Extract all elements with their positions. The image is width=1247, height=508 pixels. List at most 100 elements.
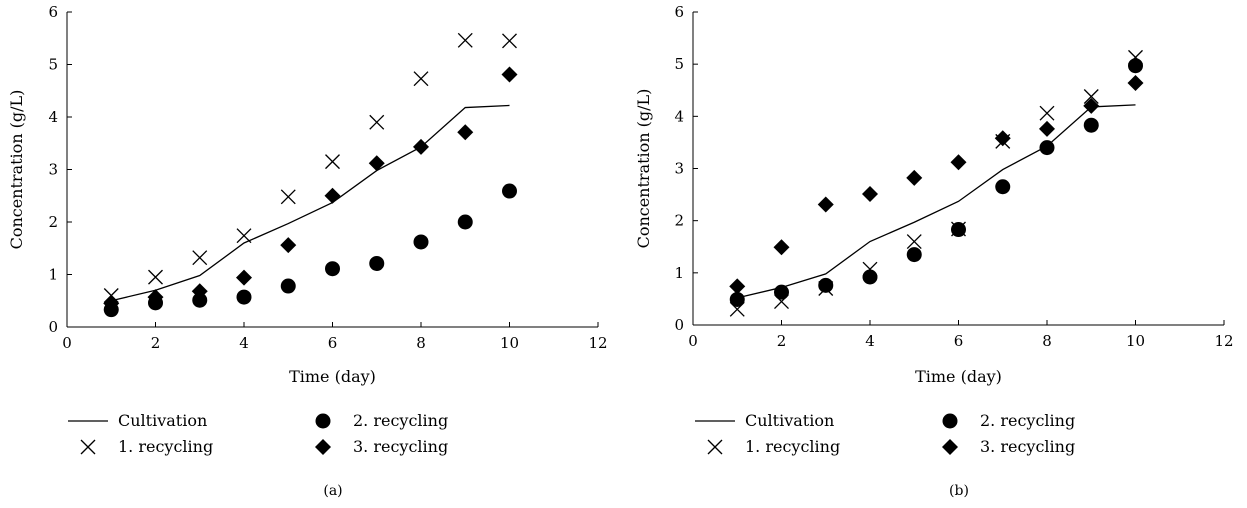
- series-r2-point: [906, 247, 922, 263]
- series-r2-point: [1083, 117, 1099, 133]
- series-r2-point: [192, 292, 208, 308]
- y-tick-label: 5: [48, 56, 58, 74]
- legend-r2-marker: [315, 413, 331, 429]
- series-r3-point: [817, 196, 834, 213]
- series-r3-point: [1127, 74, 1144, 91]
- series-r1-point: [1083, 89, 1099, 104]
- legend-r2-label: 2. recycling: [980, 411, 1075, 430]
- series-cultivation-line: [737, 104, 1136, 299]
- x-tick-label: 10: [500, 334, 519, 352]
- y-tick-label: 1: [48, 266, 58, 284]
- legend-r3-marker: [942, 439, 958, 455]
- y-tick-label: 4: [48, 108, 58, 126]
- x-tick-label: 10: [1126, 332, 1145, 350]
- legend-r2-marker: [942, 413, 958, 429]
- series-r2-point: [280, 278, 296, 294]
- y-tick-label: 3: [48, 161, 58, 179]
- series-r3-point: [457, 124, 474, 141]
- panel-caption: (a): [323, 483, 342, 499]
- legend-r2-label: 2. recycling: [353, 411, 448, 430]
- series-r1-point: [148, 269, 163, 285]
- series-r2-point: [818, 277, 834, 293]
- series-r1-point: [906, 234, 922, 249]
- series-r1-point: [502, 33, 517, 49]
- legend-r1-label: 1. recycling: [745, 437, 840, 456]
- series-r2-point: [1039, 140, 1055, 156]
- x-tick-label: 8: [1042, 332, 1052, 350]
- legend: Cultivation 2. recycling 1. recycling 3. re…: [68, 411, 448, 456]
- series-r1-point: [1039, 105, 1055, 121]
- series-r1-point: [413, 71, 429, 87]
- series-r1-point: [457, 32, 473, 48]
- y-tick-label: 3: [674, 160, 684, 178]
- series-r3-point: [994, 130, 1011, 147]
- y-axis-label: Concentration (g/L): [634, 89, 653, 249]
- series-r3-point: [324, 187, 341, 204]
- series-r2-point: [502, 183, 517, 199]
- x-tick-label: 4: [239, 334, 249, 352]
- series-r3-point: [906, 169, 923, 186]
- y-tick-label: 1: [674, 264, 684, 282]
- series-r2-point: [729, 291, 745, 307]
- series-r1-point: [236, 228, 252, 244]
- y-tick-label: 2: [674, 212, 684, 230]
- x-axis-label: Time (day): [915, 367, 1002, 386]
- y-tick-label: 0: [674, 316, 684, 334]
- x-tick-label: 2: [151, 334, 161, 352]
- legend: Cultivation 2. recycling 1. recycling 3. re…: [695, 411, 1075, 456]
- series-r1-point: [325, 154, 340, 170]
- y-tick-label: 5: [674, 55, 684, 73]
- series-r2-point: [369, 255, 385, 271]
- series-r1-point: [369, 114, 385, 130]
- y-tick-label: 6: [674, 3, 684, 21]
- x-axis-label: Time (day): [289, 367, 376, 386]
- series-r2-point: [995, 179, 1011, 195]
- series-r1-point: [280, 189, 296, 205]
- series-r2-point: [774, 284, 789, 300]
- legend-r1-label: 1. recycling: [118, 437, 213, 456]
- series-r1-point: [192, 250, 208, 266]
- series-r3-point: [1083, 97, 1100, 114]
- x-tick-label: 4: [865, 332, 875, 350]
- y-tick-label: 0: [48, 318, 58, 336]
- series-r3-point: [368, 155, 385, 172]
- series-r3-point: [501, 66, 518, 83]
- series-r3-point: [103, 295, 120, 312]
- series-r2-point: [862, 269, 878, 285]
- x-tick-label: 0: [62, 334, 72, 352]
- legend-r1-marker: [707, 439, 723, 455]
- series-r3-point: [1039, 120, 1055, 137]
- x-tick-label: 8: [416, 334, 426, 352]
- series-r2-point: [236, 289, 252, 305]
- legend-cultivation-label: Cultivation: [118, 411, 207, 430]
- series-r2-point: [413, 234, 429, 250]
- panel-caption: (b): [949, 483, 969, 499]
- series-r2-point: [1128, 58, 1143, 74]
- x-tick-label: 6: [954, 332, 964, 350]
- legend-cultivation-label: Cultivation: [745, 411, 834, 430]
- legend-r3-label: 3. recycling: [353, 437, 448, 456]
- y-tick-label: 4: [674, 107, 684, 125]
- series-r3-point: [191, 283, 208, 300]
- x-tick-label: 6: [328, 334, 338, 352]
- series-r3-point: [773, 239, 790, 256]
- series-r3-point: [862, 186, 878, 203]
- series-r2-point: [951, 222, 966, 238]
- series-r3-point: [950, 154, 967, 171]
- x-tick-label: 2: [777, 332, 787, 350]
- legend-r3-label: 3. recycling: [980, 437, 1075, 456]
- x-tick-label: 0: [688, 332, 698, 350]
- x-tick-label: 12: [1214, 332, 1233, 350]
- series-r3-point: [147, 289, 164, 306]
- y-tick-label: 2: [48, 213, 58, 231]
- y-tick-label: 6: [48, 3, 58, 21]
- series-r3-point: [729, 278, 746, 295]
- series-r3-point: [236, 269, 252, 286]
- legend-r1-marker: [80, 439, 96, 455]
- x-tick-label: 12: [588, 334, 607, 352]
- series-r2-point: [457, 214, 473, 230]
- series-r2-point: [325, 261, 340, 277]
